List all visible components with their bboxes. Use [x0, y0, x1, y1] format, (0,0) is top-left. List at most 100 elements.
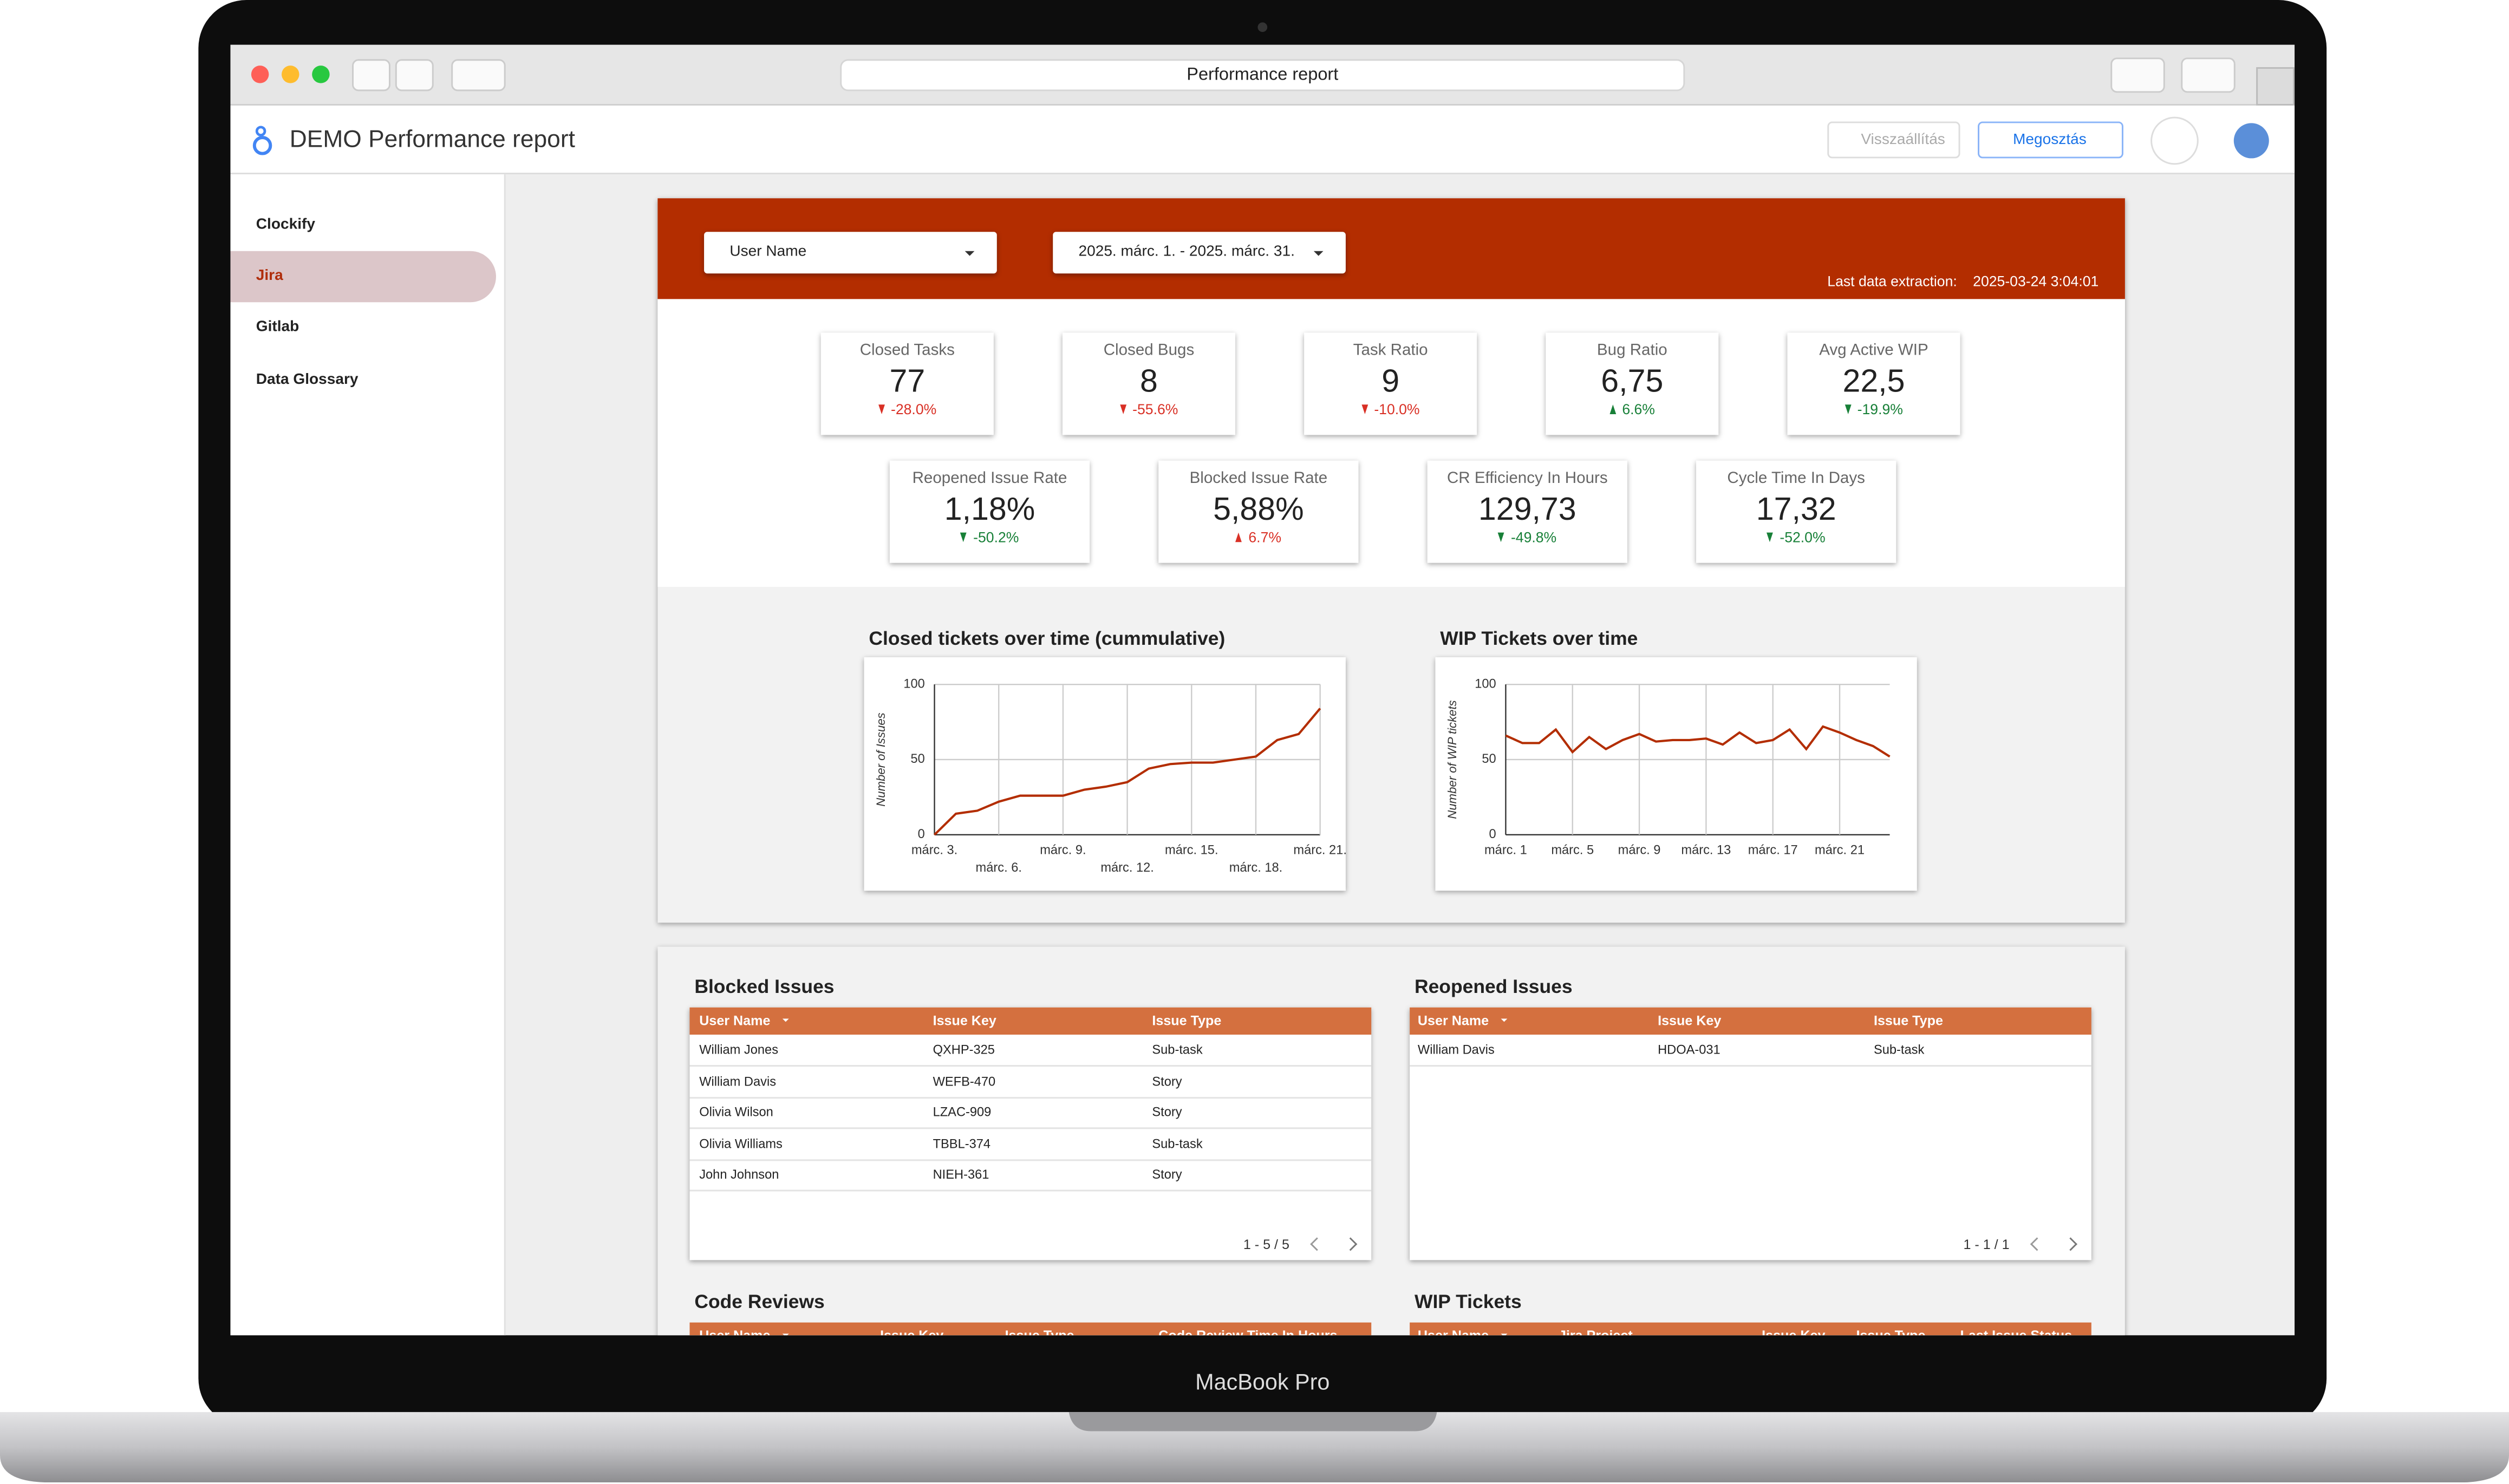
- column-header[interactable]: Issue Type: [1152, 1012, 1222, 1029]
- kpi-card: [1158, 460, 1359, 563]
- cell: Sub-task: [1152, 1136, 1203, 1151]
- column-header[interactable]: Issue Key: [1762, 1327, 1826, 1336]
- kpi-value: 17,32: [1756, 492, 1836, 528]
- cell: Olivia Wilson: [699, 1104, 773, 1120]
- pagination: 1 - 1 / 1: [1963, 1236, 2010, 1252]
- date-filter[interactable]: [1053, 232, 1346, 274]
- charts: Closed tickets over time (cummulative) Nu…: [869, 627, 1891, 875]
- data-line: [934, 708, 1321, 836]
- cell: Story: [1152, 1074, 1182, 1088]
- share-button[interactable]: [1978, 121, 2123, 159]
- column-header[interactable]: User Name: [1417, 1327, 1489, 1336]
- minimize-button[interactable]: [282, 66, 299, 83]
- zoom-button[interactable]: [312, 66, 330, 83]
- reset-label: Visszaállítás: [1861, 131, 1945, 149]
- row-divider: [689, 1158, 1372, 1160]
- dropdown-caret: [1313, 251, 1324, 261]
- notch: [1068, 1412, 1437, 1431]
- trend-arrow: [1497, 532, 1504, 542]
- column-header[interactable]: Issue Key: [1658, 1012, 1722, 1029]
- y-axis-label: Number of Issues: [874, 712, 888, 806]
- column-header[interactable]: Issue Key: [880, 1327, 944, 1336]
- column-header[interactable]: User Name: [1417, 1012, 1489, 1029]
- kpi-label: Task Ratio: [1353, 342, 1428, 360]
- y-tick-label: 50: [911, 752, 925, 766]
- column-header[interactable]: Code Review Time In Hours: [1158, 1327, 1338, 1336]
- reset-button[interactable]: [1827, 121, 1960, 159]
- x-tick-label: márc. 1: [1484, 844, 1527, 858]
- kpi-value: 22,5: [1842, 364, 1905, 400]
- new-tab-button[interactable]: [2256, 67, 2295, 106]
- cell: John Johnson: [699, 1167, 779, 1182]
- y-axis-label: Number of WIP tickets: [1445, 700, 1459, 819]
- row-divider: [689, 1096, 1372, 1098]
- forward-button[interactable]: [395, 59, 434, 91]
- app-header: [230, 105, 2295, 174]
- kpi-change: -10.0%: [1374, 401, 1420, 417]
- sort-indicator: [782, 1018, 789, 1025]
- column-header[interactable]: User Name: [699, 1327, 771, 1336]
- kpi-value: 5,88%: [1213, 492, 1304, 528]
- user-filter-label: User Name: [729, 243, 807, 261]
- cell: LZAC-909: [933, 1104, 992, 1120]
- kpi-change: 6.6%: [1622, 401, 1655, 417]
- kpi-label: CR Efficiency In Hours: [1446, 470, 1608, 488]
- trend-arrow: [1608, 404, 1615, 414]
- kpi-change: -50.2%: [973, 529, 1019, 546]
- cell: William Jones: [699, 1042, 779, 1057]
- column-header[interactable]: Issue Type: [1856, 1327, 1926, 1336]
- screen: Performance report DEMO Performance repo…: [230, 44, 2295, 1336]
- kpi-change: -52.0%: [1780, 529, 1826, 546]
- table-title: Code Reviews: [694, 1290, 825, 1313]
- x-tick-label: márc. 12.: [1100, 861, 1154, 875]
- kpi-change: -19.9%: [1857, 401, 1903, 417]
- extraction-time: 2025-03-24 3:04:01: [1973, 273, 2099, 290]
- kpi-card: [1427, 460, 1627, 563]
- table-body: [1410, 1007, 2091, 1260]
- cell: Story: [1152, 1104, 1182, 1120]
- column-header[interactable]: Issue Type: [1005, 1327, 1074, 1336]
- kpi-label: Bug Ratio: [1596, 342, 1667, 360]
- kpi-label: Closed Tasks: [859, 342, 955, 360]
- row-divider: [1410, 1065, 2091, 1067]
- tabs-button[interactable]: [2181, 57, 2236, 93]
- cell: TBBL-374: [933, 1136, 991, 1151]
- sidebar-item[interactable]: Gitlab: [256, 318, 299, 336]
- column-header[interactable]: Issue Type: [1873, 1012, 1943, 1029]
- cell: William Davis: [699, 1074, 777, 1088]
- kpi-label: Reopened Issue Rate: [912, 470, 1067, 488]
- kpi-label: Avg Active WIP: [1819, 342, 1928, 360]
- sidebar-item[interactable]: Clockify: [256, 215, 315, 234]
- close-button[interactable]: [251, 66, 269, 83]
- trend-arrow: [877, 404, 884, 414]
- chart-card: [1435, 657, 1917, 891]
- share-browser-button[interactable]: [2110, 57, 2165, 93]
- sidebar-item[interactable]: Jira: [256, 267, 283, 285]
- more-button[interactable]: [2150, 116, 2199, 165]
- column-header[interactable]: User Name: [699, 1012, 771, 1029]
- x-tick-label: márc. 6.: [976, 861, 1022, 875]
- column-header[interactable]: Issue Key: [933, 1012, 996, 1029]
- sort-indicator: [1501, 1018, 1508, 1025]
- x-tick-label: márc. 15.: [1165, 844, 1218, 858]
- y-tick-label: 0: [918, 827, 925, 841]
- y-tick-label: 100: [903, 677, 924, 691]
- avatar[interactable]: [2233, 123, 2269, 159]
- cell: HDOA-031: [1658, 1042, 1721, 1057]
- x-tick-label: márc. 17: [1748, 844, 1798, 858]
- pagination: 1 - 5 / 5: [1243, 1236, 1289, 1252]
- sidebar-toggle[interactable]: [451, 59, 506, 91]
- x-tick-label: márc. 21.: [1293, 844, 1346, 858]
- back-button[interactable]: [352, 59, 390, 91]
- data-line: [1505, 725, 1891, 758]
- cell: NIEH-361: [933, 1167, 989, 1182]
- kpi-card: [889, 460, 1090, 563]
- address-bar[interactable]: [840, 59, 1685, 91]
- report-title: DEMO Performance report: [289, 126, 575, 154]
- table-header: [1410, 1322, 2091, 1336]
- user-filter[interactable]: [704, 232, 997, 274]
- column-header[interactable]: Last Issue Status: [1960, 1327, 2073, 1336]
- sidebar-item[interactable]: Data Glossary: [256, 371, 359, 389]
- column-header[interactable]: Jira Project: [1558, 1327, 1633, 1336]
